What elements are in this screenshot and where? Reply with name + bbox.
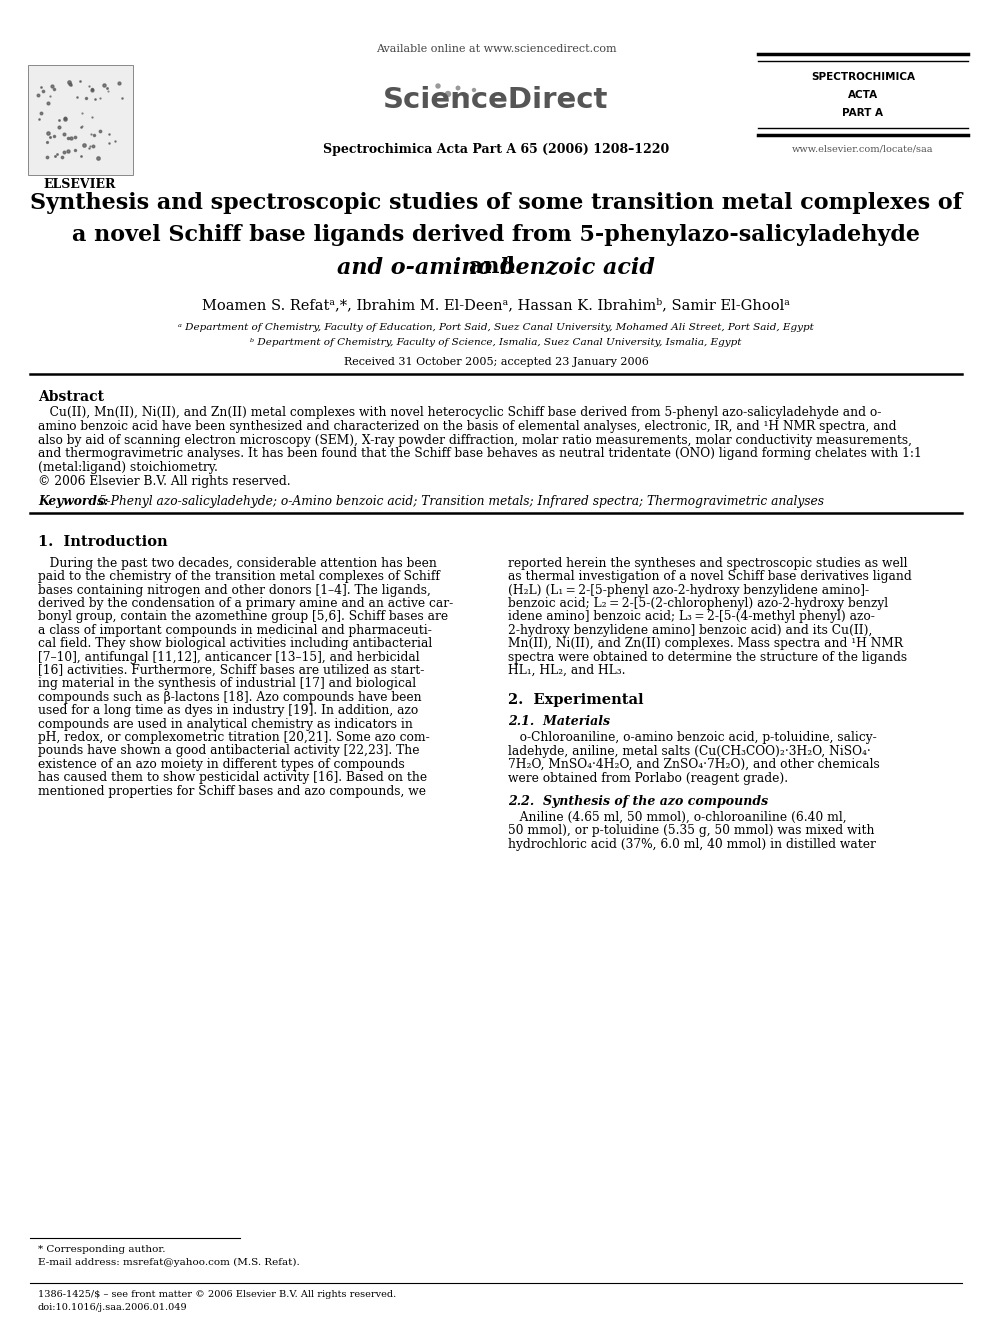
Text: bases containing nitrogen and other donors [1–4]. The ligands,: bases containing nitrogen and other dono…: [38, 583, 431, 597]
Circle shape: [445, 91, 450, 97]
Text: HL₁, HL₂, and HL₃.: HL₁, HL₂, and HL₃.: [508, 664, 626, 677]
Circle shape: [456, 86, 459, 90]
Bar: [28, 65, 133, 175]
Text: hydrochloric acid (37%, 6.0 ml, 40 mmol) in distilled water: hydrochloric acid (37%, 6.0 ml, 40 mmol)…: [508, 837, 876, 851]
Text: amino benzoic acid have been synthesized and characterized on the basis of eleme: amino benzoic acid have been synthesized…: [38, 419, 897, 433]
Text: as thermal investigation of a novel Schiff base derivatives ligand: as thermal investigation of a novel Schi…: [508, 570, 912, 583]
Text: Abstract: Abstract: [38, 390, 104, 404]
Text: has caused them to show pesticidal activity [16]. Based on the: has caused them to show pesticidal activ…: [38, 771, 428, 785]
Text: existence of an azo moiety in different types of compounds: existence of an azo moiety in different …: [38, 758, 405, 771]
Text: a novel Schiff base ligands derived from 5-phenylazo-salicyladehyde: a novel Schiff base ligands derived from…: [72, 224, 920, 246]
Text: 2.  Experimental: 2. Experimental: [508, 693, 644, 708]
Circle shape: [436, 83, 440, 89]
Text: ELSEVIER: ELSEVIER: [44, 179, 116, 191]
Text: Mn(II), Ni(II), and Zn(II) complexes. Mass spectra and ¹H NMR: Mn(II), Ni(II), and Zn(II) complexes. Ma…: [508, 638, 903, 650]
Text: mentioned properties for Schiff bases and azo compounds, we: mentioned properties for Schiff bases an…: [38, 785, 426, 798]
Text: ᵇ Department of Chemistry, Faculty of Science, Ismalia, Suez Canal University, I: ᵇ Department of Chemistry, Faculty of Sc…: [250, 337, 742, 347]
Text: benzoic acid; L₂ = 2-[5-(2-chlorophenyl) azo-2-hydroxy benzyl: benzoic acid; L₂ = 2-[5-(2-chlorophenyl)…: [508, 597, 888, 610]
Text: bonyl group, contain the azomethine group [5,6]. Schiff bases are: bonyl group, contain the azomethine grou…: [38, 610, 448, 623]
Text: compounds such as β-lactons [18]. Azo compounds have been: compounds such as β-lactons [18]. Azo co…: [38, 691, 422, 704]
Text: derived by the condensation of a primary amine and an active car-: derived by the condensation of a primary…: [38, 597, 453, 610]
Text: a class of important compounds in medicinal and pharmaceuti-: a class of important compounds in medici…: [38, 624, 432, 636]
Circle shape: [472, 89, 475, 91]
Text: 2.2.  Synthesis of the azo compounds: 2.2. Synthesis of the azo compounds: [508, 795, 768, 808]
Text: Cu(II), Mn(II), Ni(II), and Zn(II) metal complexes with novel heterocyclic Schif: Cu(II), Mn(II), Ni(II), and Zn(II) metal…: [38, 406, 881, 419]
Text: © 2006 Elsevier B.V. All rights reserved.: © 2006 Elsevier B.V. All rights reserved…: [38, 475, 291, 488]
Text: PART A: PART A: [842, 108, 884, 118]
Text: ACTA: ACTA: [848, 90, 878, 101]
Text: Synthesis and spectroscopic studies of some transition metal complexes of: Synthesis and spectroscopic studies of s…: [30, 192, 962, 214]
Text: ladehyde, aniline, metal salts (Cu(CH₃COO)₂·3H₂O, NiSO₄·: ladehyde, aniline, metal salts (Cu(CH₃CO…: [508, 745, 871, 758]
Text: paid to the chemistry of the transition metal complexes of Schiff: paid to the chemistry of the transition …: [38, 570, 439, 583]
Text: Keywords:: Keywords:: [38, 495, 108, 508]
Text: reported herein the syntheses and spectroscopic studies as well: reported herein the syntheses and spectr…: [508, 557, 908, 570]
Text: 1386-1425/$ – see front matter © 2006 Elsevier B.V. All rights reserved.: 1386-1425/$ – see front matter © 2006 El…: [38, 1290, 396, 1299]
Text: Available online at www.sciencedirect.com: Available online at www.sciencedirect.co…: [376, 44, 616, 54]
Text: 2-hydroxy benzylidene amino] benzoic acid) and its Cu(II),: 2-hydroxy benzylidene amino] benzoic aci…: [508, 624, 872, 636]
Text: Moamen S. Refatᵃ,*, Ibrahim M. El-Deenᵃ, Hassan K. Ibrahimᵇ, Samir El-Ghoolᵃ: Moamen S. Refatᵃ,*, Ibrahim M. El-Deenᵃ,…: [202, 298, 790, 312]
Text: were obtained from Porlabo (reagent grade).: were obtained from Porlabo (reagent grad…: [508, 771, 788, 785]
Text: doi:10.1016/j.saa.2006.01.049: doi:10.1016/j.saa.2006.01.049: [38, 1303, 187, 1312]
Text: 1.  Introduction: 1. Introduction: [38, 534, 168, 549]
Text: ᵃ Department of Chemistry, Faculty of Education, Port Said, Suez Canal Universit: ᵃ Department of Chemistry, Faculty of Ed…: [179, 323, 813, 332]
Text: Received 31 October 2005; accepted 23 January 2006: Received 31 October 2005; accepted 23 Ja…: [343, 357, 649, 366]
Text: pH, redox, or complexometric titration [20,21]. Some azo com-: pH, redox, or complexometric titration […: [38, 732, 430, 744]
Text: and o-amino benzoic acid: and o-amino benzoic acid: [337, 255, 655, 278]
Text: SPECTROCHIMICA: SPECTROCHIMICA: [811, 71, 915, 82]
Text: pounds have shown a good antibacterial activity [22,23]. The: pounds have shown a good antibacterial a…: [38, 745, 420, 757]
Text: [7–10], antifungal [11,12], anticancer [13–15], and herbicidal: [7–10], antifungal [11,12], anticancer […: [38, 651, 420, 664]
Text: Aniline (4.65 ml, 50 mmol), o-chloroaniline (6.40 ml,: Aniline (4.65 ml, 50 mmol), o-chloroanil…: [508, 811, 846, 824]
Text: and: and: [469, 255, 523, 278]
Text: Spectrochimica Acta Part A 65 (2006) 1208–1220: Spectrochimica Acta Part A 65 (2006) 120…: [322, 143, 670, 156]
Text: o-Chloroaniline, o-amino benzoic acid, p-toluidine, salicy-: o-Chloroaniline, o-amino benzoic acid, p…: [508, 732, 877, 745]
Text: 5-Phenyl azo-salicyladehyde; o-Amino benzoic acid; Transition metals; Infrared s: 5-Phenyl azo-salicyladehyde; o-Amino ben…: [91, 495, 824, 508]
Text: spectra were obtained to determine the structure of the ligands: spectra were obtained to determine the s…: [508, 651, 907, 664]
Text: cal field. They show biological activities including antibacterial: cal field. They show biological activiti…: [38, 638, 433, 650]
Text: idene amino] benzoic acid; L₃ = 2-[5-(4-methyl phenyl) azo-: idene amino] benzoic acid; L₃ = 2-[5-(4-…: [508, 610, 875, 623]
Text: used for a long time as dyes in industry [19]. In addition, azo: used for a long time as dyes in industry…: [38, 704, 419, 717]
Text: compounds are used in analytical chemistry as indicators in: compounds are used in analytical chemist…: [38, 717, 413, 730]
Text: (metal:ligand) stoichiometry.: (metal:ligand) stoichiometry.: [38, 462, 218, 474]
Text: (H₂L) (L₁ = 2-[5-phenyl azo-2-hydroxy benzylidene amino]-: (H₂L) (L₁ = 2-[5-phenyl azo-2-hydroxy be…: [508, 583, 869, 597]
Text: and thermogravimetric analyses. It has been found that the Schiff base behaves a: and thermogravimetric analyses. It has b…: [38, 447, 922, 460]
Text: ScienceDirect: ScienceDirect: [383, 86, 609, 114]
Text: also by aid of scanning electron microscopy (SEM), X-ray powder diffraction, mol: also by aid of scanning electron microsc…: [38, 434, 912, 447]
Text: During the past two decades, considerable attention has been: During the past two decades, considerabl…: [38, 557, 436, 570]
Text: 2.1.  Materials: 2.1. Materials: [508, 716, 610, 729]
Text: * Corresponding author.: * Corresponding author.: [38, 1245, 166, 1254]
Text: E-mail address: msrefat@yahoo.com (M.S. Refat).: E-mail address: msrefat@yahoo.com (M.S. …: [38, 1258, 300, 1267]
Text: 50 mmol), or p-toluidine (5.35 g, 50 mmol) was mixed with: 50 mmol), or p-toluidine (5.35 g, 50 mmo…: [508, 824, 875, 837]
Circle shape: [463, 94, 468, 98]
Text: ing material in the synthesis of industrial [17] and biological: ing material in the synthesis of industr…: [38, 677, 416, 691]
Text: [16] activities. Furthermore, Schiff bases are utilized as start-: [16] activities. Furthermore, Schiff bas…: [38, 664, 425, 677]
Text: www.elsevier.com/locate/saa: www.elsevier.com/locate/saa: [793, 146, 933, 153]
Text: 7H₂O, MnSO₄·4H₂O, and ZnSO₄·7H₂O), and other chemicals: 7H₂O, MnSO₄·4H₂O, and ZnSO₄·7H₂O), and o…: [508, 758, 880, 771]
